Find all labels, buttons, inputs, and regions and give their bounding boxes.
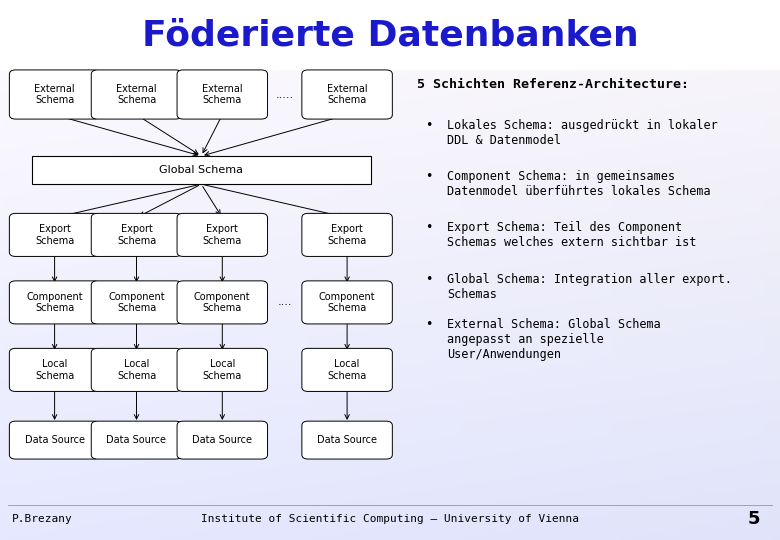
Text: Export Schema: Teil des Component
Schemas welches extern sichtbar ist: Export Schema: Teil des Component Schema… — [447, 221, 697, 249]
Text: Component
Schema: Component Schema — [194, 292, 250, 313]
Text: Data Source: Data Source — [25, 435, 84, 445]
Text: External
Schema: External Schema — [327, 84, 367, 105]
Text: External
Schema: External Schema — [34, 84, 75, 105]
Text: •: • — [425, 318, 432, 330]
Text: Local
Schema: Local Schema — [117, 359, 156, 381]
Text: Institute of Scientific Computing – University of Vienna: Institute of Scientific Computing – Univ… — [201, 515, 579, 524]
FancyBboxPatch shape — [91, 421, 182, 459]
Text: ....: .... — [278, 298, 292, 307]
Text: .....: ..... — [275, 90, 294, 99]
Text: Local
Schema: Local Schema — [328, 359, 367, 381]
Text: Component
Schema: Component Schema — [108, 292, 165, 313]
FancyBboxPatch shape — [177, 70, 268, 119]
Text: Component
Schema: Component Schema — [319, 292, 375, 313]
Text: External Schema: Global Schema
angepasst an spezielle
User/Anwendungen: External Schema: Global Schema angepasst… — [447, 318, 661, 361]
Text: Lokales Schema: ausgedrückt in lokaler
DDL & Datenmodel: Lokales Schema: ausgedrückt in lokaler D… — [447, 119, 718, 147]
FancyBboxPatch shape — [302, 281, 392, 324]
FancyBboxPatch shape — [91, 70, 182, 119]
FancyBboxPatch shape — [177, 213, 268, 256]
Text: P.Brezany: P.Brezany — [12, 515, 73, 524]
Text: Component Schema: in gemeinsames
Datenmodel überführtes lokales Schema: Component Schema: in gemeinsames Datenmo… — [447, 170, 711, 198]
Text: Component
Schema: Component Schema — [27, 292, 83, 313]
FancyBboxPatch shape — [177, 348, 268, 392]
Text: Föderierte Datenbanken: Föderierte Datenbanken — [142, 18, 638, 52]
Text: Local
Schema: Local Schema — [203, 359, 242, 381]
FancyBboxPatch shape — [91, 213, 182, 256]
Text: •: • — [425, 273, 432, 286]
Text: External
Schema: External Schema — [202, 84, 243, 105]
Text: •: • — [425, 170, 432, 183]
Text: Export
Schema: Export Schema — [35, 224, 74, 246]
Text: Data Source: Data Source — [317, 435, 377, 445]
Text: •: • — [425, 119, 432, 132]
Bar — [0, 0, 780, 70]
Bar — [32, 156, 371, 184]
Text: 5 Schichten Referenz-Architecture:: 5 Schichten Referenz-Architecture: — [417, 78, 690, 91]
Text: External
Schema: External Schema — [116, 84, 157, 105]
Text: 5: 5 — [748, 510, 760, 529]
Text: Data Source: Data Source — [107, 435, 166, 445]
Text: Data Source: Data Source — [193, 435, 252, 445]
Text: Global Schema: Global Schema — [159, 165, 243, 175]
FancyBboxPatch shape — [91, 348, 182, 392]
Text: Local
Schema: Local Schema — [35, 359, 74, 381]
FancyBboxPatch shape — [302, 421, 392, 459]
FancyBboxPatch shape — [302, 70, 392, 119]
FancyBboxPatch shape — [9, 213, 100, 256]
Text: Export
Schema: Export Schema — [117, 224, 156, 246]
FancyBboxPatch shape — [9, 70, 100, 119]
FancyBboxPatch shape — [91, 281, 182, 324]
Text: •: • — [425, 221, 432, 234]
FancyBboxPatch shape — [302, 348, 392, 392]
FancyBboxPatch shape — [177, 421, 268, 459]
Text: Export
Schema: Export Schema — [203, 224, 242, 246]
FancyBboxPatch shape — [9, 348, 100, 392]
FancyBboxPatch shape — [9, 421, 100, 459]
FancyBboxPatch shape — [9, 281, 100, 324]
Text: Export
Schema: Export Schema — [328, 224, 367, 246]
FancyBboxPatch shape — [302, 213, 392, 256]
FancyBboxPatch shape — [177, 281, 268, 324]
Text: Global Schema: Integration aller export.
Schemas: Global Schema: Integration aller export.… — [447, 273, 732, 301]
